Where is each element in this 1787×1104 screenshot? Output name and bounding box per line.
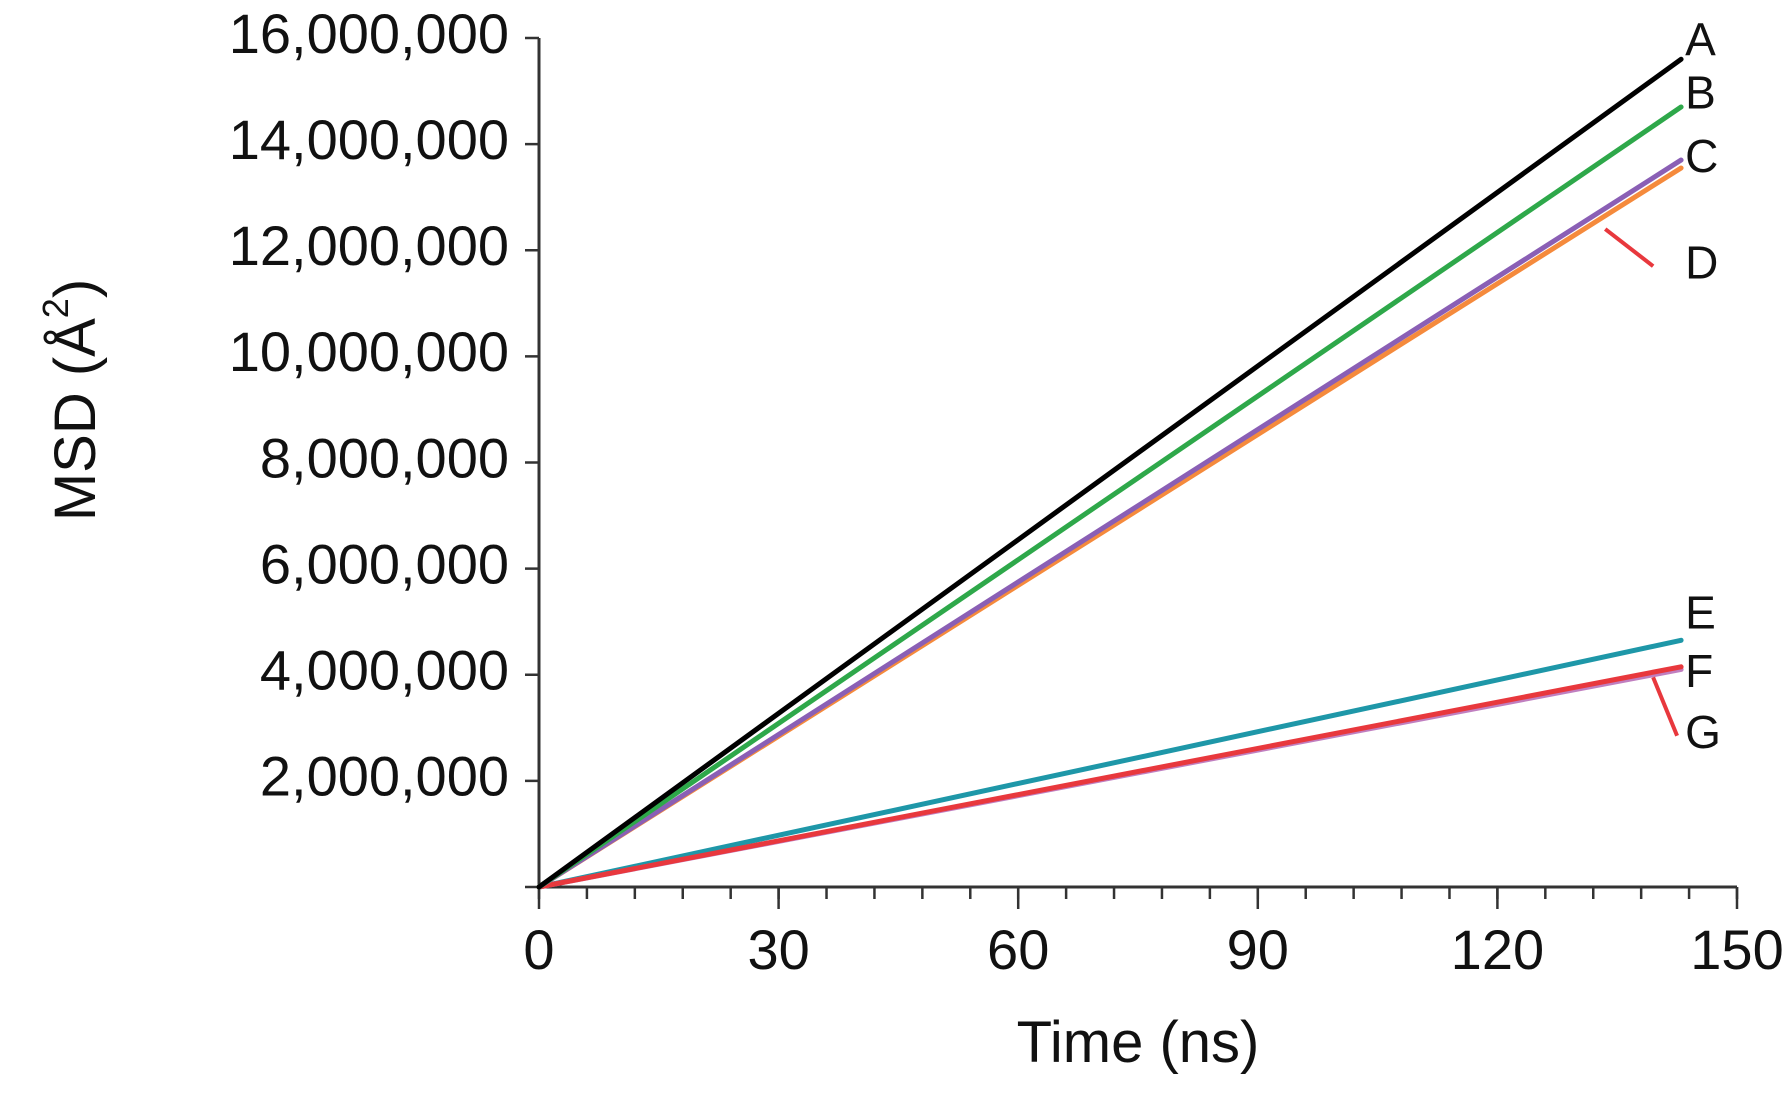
series-label-c: C: [1685, 130, 1718, 182]
series-label-e: E: [1685, 587, 1716, 639]
x-tick-label: 0: [523, 918, 554, 981]
y-tick-label: 6,000,000: [260, 532, 509, 595]
y-tick-label: 16,000,000: [229, 2, 509, 65]
x-tick-label: 120: [1451, 918, 1544, 981]
series-line-a: [536, 56, 1684, 890]
series-line-e: [536, 637, 1684, 890]
x-axis-title: Time (ns): [1017, 1010, 1260, 1075]
series-line-g: [536, 664, 1684, 890]
y-axis-title-main: MSD (Å: [43, 318, 108, 521]
series-label-g: G: [1685, 706, 1721, 758]
x-tick-label: 60: [987, 918, 1049, 981]
y-axis-title-superscript: 2: [35, 298, 76, 318]
y-tick-label: 12,000,000: [229, 214, 509, 277]
series-label-b: B: [1685, 67, 1716, 119]
x-tick-label: 150: [1690, 918, 1783, 981]
x-tick-label: 90: [1227, 918, 1289, 981]
y-tick-label: 8,000,000: [260, 426, 509, 489]
y-axis-title: MSD (Å2): [35, 279, 109, 521]
series-label-d: D: [1685, 236, 1718, 288]
series-label-f: F: [1685, 645, 1713, 697]
y-axis-title-close: ): [43, 279, 108, 298]
x-tick-label: 30: [747, 918, 809, 981]
series-line-b: [536, 104, 1684, 890]
leader-line-g: [1651, 676, 1679, 737]
series-label-a: A: [1685, 13, 1716, 65]
svg-text:MSD (Å2): MSD (Å2): [35, 279, 109, 521]
y-tick-label: 14,000,000: [229, 108, 509, 171]
y-tick-label: 2,000,000: [260, 745, 509, 808]
y-tick-label: 4,000,000: [260, 639, 509, 702]
series-line-c: [536, 157, 1684, 890]
y-tick-label: 10,000,000: [229, 320, 509, 383]
leader-line-d: [1603, 227, 1655, 268]
